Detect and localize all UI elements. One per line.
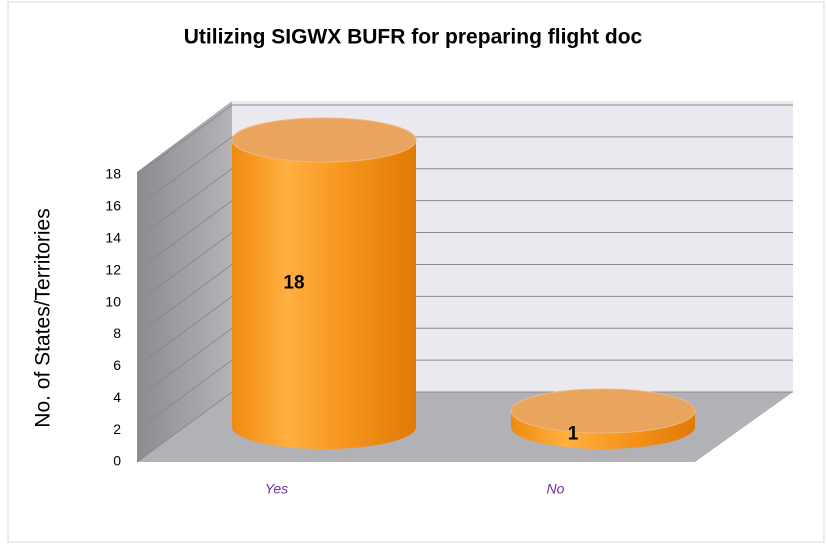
grid-line (136, 295, 233, 367)
grid-line (136, 168, 233, 240)
chart-title: Utilizing SIGWX BUFR for preparing fligh… (184, 26, 643, 49)
y-tick-label: 18 (105, 166, 121, 182)
cylinder-top (231, 117, 417, 163)
x-tick-label: Yes (265, 481, 288, 497)
grid-line (136, 136, 233, 208)
y-tick-label: 16 (105, 198, 121, 214)
grid-line (136, 200, 233, 272)
cylinder-top (510, 388, 696, 434)
x-tick-label: No (547, 481, 565, 497)
y-tick-label: 0 (113, 453, 121, 469)
grid-line (136, 391, 233, 463)
y-tick-label: 12 (105, 261, 121, 277)
grid-line (136, 327, 233, 399)
y-axis-title: No. of States/Territories (32, 208, 55, 427)
y-tick-label: 10 (105, 293, 121, 309)
data-label: 1 (568, 424, 579, 445)
y-tick-label: 4 (113, 389, 121, 405)
data-label: 18 (283, 273, 304, 294)
cylinder-body (232, 140, 416, 449)
y-tick-label: 14 (105, 229, 121, 245)
grid-line (136, 232, 233, 303)
grid-line (136, 359, 233, 431)
y-tick-label: 2 (113, 421, 121, 437)
grid-line (136, 104, 233, 176)
y-tick-label: 6 (113, 357, 121, 373)
grid-line (136, 264, 233, 335)
side-wall (137, 101, 232, 462)
y-tick-label: 8 (113, 325, 121, 341)
